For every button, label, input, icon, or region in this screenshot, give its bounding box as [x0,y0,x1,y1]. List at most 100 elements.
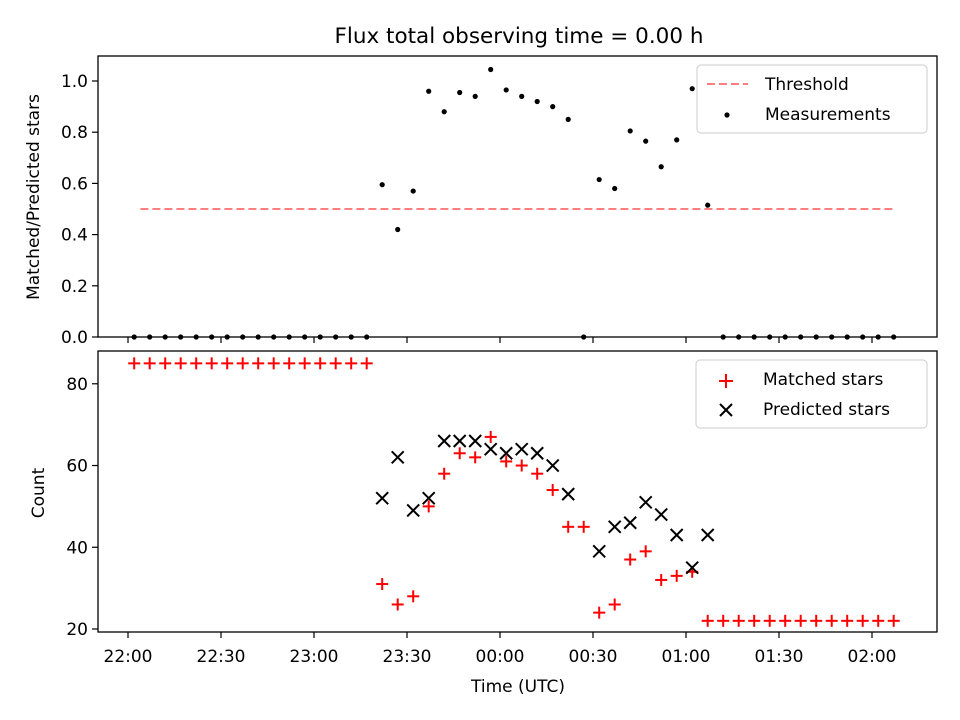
measurement-point [627,128,633,134]
matched-star-point [856,614,869,627]
measurement-point [689,86,695,92]
matched-star-point [670,569,683,582]
matched-star-point [469,451,482,464]
matched-star-point [562,520,575,533]
legend-matched-label: Matched stars [763,370,883,390]
chart-title: Flux total observing time = 0.00 h [335,24,704,49]
matched-star-point [531,467,544,480]
top-legend-box [696,64,928,134]
x-axis-label: Time (UTC) [470,677,565,697]
measurement-point [457,89,463,96]
matched-star-point [298,357,311,370]
matched-star-point [515,459,528,472]
matched-star-point [345,357,358,370]
top-y-axis-label: Matched/Predicted stars [24,94,44,300]
measurement-point [596,176,602,183]
matched-star-point [624,553,637,566]
predicted-star-point [406,503,420,518]
bottom-y-tick-label: 40 [66,538,88,558]
matched-star-point [453,447,466,460]
measurement-point [395,226,401,233]
measurement-point [705,202,711,208]
measurement-point [658,164,664,170]
measurement-point [674,137,680,143]
predicted-star-point [390,450,405,465]
legend-predicted-label: Predicted stars [763,400,890,420]
predicted-star-point [375,491,389,505]
predicted-star-point [700,528,715,542]
matched-star-point [314,357,327,370]
measurement-point [565,116,571,122]
bottom-y-axis-label: Count [29,467,49,518]
predicted-star-point [607,520,622,534]
predicted-star-point [638,495,653,510]
x-tick-label: 02:00 [848,647,897,667]
bottom-legend-box [695,359,928,429]
measurement-point [643,138,649,144]
predicted-star-point [468,434,482,448]
bottom-y-tick-label: 20 [66,620,88,640]
top-y-tick-label: 0.8 [61,123,88,143]
predicted-star-point [623,516,637,530]
top-y-ticks: 0.0 0.2 0.4 0.6 0.8 1.0 [61,72,98,348]
measurement-point [612,185,618,192]
measurement-point [550,104,556,110]
predicted-star-point [669,528,684,542]
matched-star-point [779,614,792,627]
predicted-star-point [530,446,544,460]
matched-star-point [546,484,559,497]
x-tick-label: 00:00 [476,647,525,667]
top-y-tick-label: 0.4 [61,226,88,246]
matched-star-point [128,357,141,370]
x-tick-label: 22:30 [197,647,246,667]
matched-star-point [608,598,621,611]
matched-star-point [221,357,234,370]
x-tick-label: 23:00 [290,647,339,667]
matched-star-point [205,357,218,370]
matched-star-point [500,455,513,468]
legend-measurements-swatch [724,112,730,118]
predicted-star-point [561,487,575,501]
matched-star-point [732,614,745,627]
matched-star-point [376,578,389,591]
matched-star-point [639,545,652,558]
top-x-ticks [127,337,873,343]
matched-star-point [810,614,823,627]
predicted-star-point [592,544,606,559]
matched-star-point [438,467,451,480]
legend-measurements-label: Measurements [765,105,891,125]
x-tick-label: 22:00 [104,647,153,667]
matched-star-point [174,357,187,370]
matched-star-point [887,614,900,627]
bottom-x-ticks: 22:00 22:30 23:00 23:30 00:00 00:30 01:00 01:30… [104,632,897,667]
predicted-star-point [499,446,513,460]
predicted-star-point [437,434,451,448]
predicted-star-point [514,442,529,456]
predicted-star-point [654,507,668,522]
matched-star-point [701,614,714,627]
matched-star-point [190,357,203,370]
x-tick-label: 00:30 [569,647,618,667]
matched-star-point [825,614,838,627]
matched-star-point [577,520,590,533]
matched-star-point [872,614,885,627]
matched-star-point [794,614,807,627]
legend-predicted-swatch [719,403,733,417]
predicted-star-point [483,442,498,456]
predicted-star-point [421,491,436,505]
bottom-panel: 22:00 22:30 23:00 23:30 00:00 00:30 01:00 01:30… [29,350,938,697]
matched-star-point [763,614,776,627]
top-y-tick-label: 0.0 [61,328,88,348]
top-y-tick-label: 0.2 [61,277,88,297]
top-y-tick-label: 1.0 [61,72,88,92]
bottom-legend: Matched stars Predicted stars [695,359,928,429]
matched-star-point [252,357,265,370]
matched-star-point [593,606,606,619]
bottom-y-tick-label: 60 [66,457,88,477]
legend-threshold-label: Threshold [764,75,849,95]
matched-star-point [283,357,296,370]
measurement-point [441,109,447,115]
matched-star-point [391,598,404,611]
measurement-point [472,93,478,99]
